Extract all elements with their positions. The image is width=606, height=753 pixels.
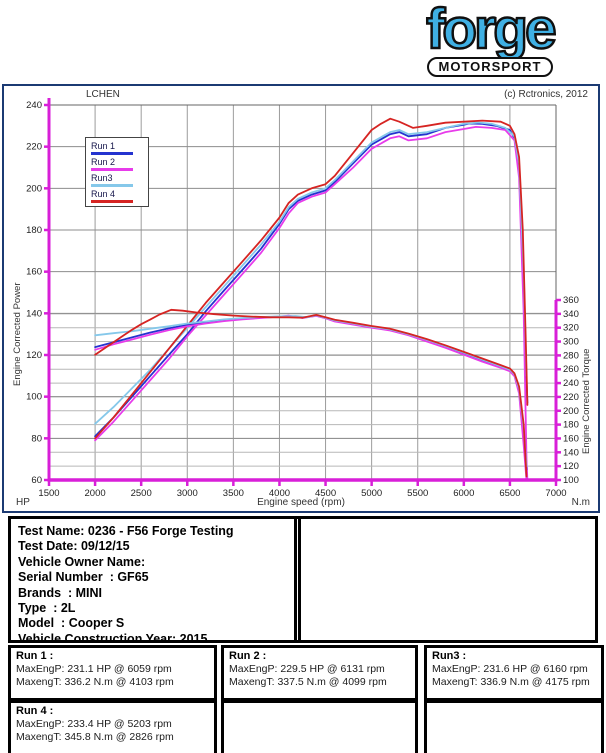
right-axis-tick-label: 240	[563, 378, 579, 389]
x-axis-tick-label: 5500	[407, 488, 428, 499]
run-4-result-box: Run 4 : MaxEngP: 233.4 HP @ 5203 rpm Max…	[8, 700, 217, 753]
right-axis-tick-label: 200	[563, 406, 579, 417]
left-axis-tick-label: 220	[26, 142, 42, 153]
legend-color-bar	[91, 152, 133, 155]
info-test-name: Test Name: 0236 - F56 Forge Testing	[18, 524, 234, 538]
x-axis-tick-label: 4500	[315, 488, 336, 499]
x-axis-tick-label: 1500	[38, 488, 59, 499]
right-axis-tick-label: 220	[563, 392, 579, 403]
dyno-chart-panel: 240 220 200 180 160 140 120 100 80 60 360 340 320 300…	[2, 84, 600, 513]
series-run-2-power	[94, 126, 529, 481]
left-axis-tick-label: 180	[26, 225, 42, 236]
chart-copyright: (c) Rctronics, 2012	[504, 89, 588, 100]
right-axis-tick-label: 160	[563, 433, 579, 444]
run-title: Run 1 :	[16, 650, 54, 662]
right-axis-tick-label: 360	[563, 295, 579, 306]
run-max-power: MaxEngP: 231.6 HP @ 6160 rpm	[432, 663, 588, 675]
chart-legend: Run 1 Run 2 Run3 Run 4	[85, 137, 149, 207]
right-axis-tick-label: 180	[563, 420, 579, 431]
x-axis-tick-label: 6000	[453, 488, 474, 499]
dyno-chart: 240 220 200 180 160 140 120 100 80 60 360 340 320 300…	[26, 98, 579, 499]
right-axis-tick-label: 100	[563, 475, 579, 486]
run-3-result-box: Run3 : MaxEngP: 231.6 HP @ 6160 rpm Maxe…	[424, 645, 604, 701]
empty-run-box-2	[424, 700, 604, 753]
run-max-torque: MaxengT: 336.9 N.m @ 4175 rpm	[432, 676, 590, 688]
x-axis-tick-label: 3500	[223, 488, 244, 499]
series-run-1-torque	[94, 314, 528, 471]
run-1-result-box: Run 1 : MaxEngP: 231.1 HP @ 6059 rpm Max…	[8, 645, 217, 701]
run-max-power: MaxEngP: 229.5 HP @ 6131 rpm	[229, 663, 385, 675]
left-axis-tick-label: 160	[26, 267, 42, 278]
legend-label: Run 1	[91, 141, 116, 151]
info-type: Type : 2L	[18, 601, 76, 616]
series-run3-power	[94, 121, 528, 425]
left-axis-tick-label: 200	[26, 183, 42, 194]
left-axis-tick-label: 100	[26, 392, 42, 403]
run-title: Run 4 :	[16, 705, 54, 717]
right-axis-tick-label: 280	[563, 350, 579, 361]
logo-word: forge	[425, 0, 558, 61]
right-axis-tick-label: 260	[563, 364, 579, 375]
info-test-date: Test Date: 09/12/15	[18, 539, 130, 554]
info-owner-name: Vehicle Owner Name:	[18, 554, 146, 569]
forge-motorsport-logo: forge MOTORSPORT	[380, 0, 600, 80]
run-max-torque: MaxengT: 336.2 N.m @ 4103 rpm	[16, 676, 174, 688]
x-axis-tick-label: 2500	[131, 488, 152, 499]
left-axis-unit: HP	[16, 497, 30, 508]
test-info-box: Test Name: 0236 - F56 Forge Testing Test…	[8, 516, 301, 646]
right-axis-tick-label: 120	[563, 461, 579, 472]
legend-item-run-1: Run 1	[91, 141, 143, 155]
left-axis-tick-label: 120	[26, 350, 42, 361]
run-max-power: MaxEngP: 233.4 HP @ 5203 rpm	[16, 718, 172, 730]
series-run-2-torque	[94, 314, 528, 481]
left-axis-tick-label: 60	[31, 475, 42, 486]
x-axis-tick-label: 5000	[361, 488, 382, 499]
legend-label: Run 2	[91, 157, 116, 167]
info-construction-year: Vehicle Construction Year: 2015	[18, 631, 208, 646]
legend-item-run-4: Run 4	[91, 189, 143, 203]
x-axis-tick-label: 6500	[499, 488, 520, 499]
left-axis-tick-label: 140	[26, 308, 42, 319]
legend-color-bar	[91, 184, 133, 187]
series-run-4-torque	[94, 308, 528, 478]
chart-watermark: LCHEN	[86, 89, 120, 100]
right-axis-tick-label: 340	[563, 309, 579, 320]
empty-run-box-1	[221, 700, 418, 753]
run-2-result-box: Run 2 : MaxEngP: 229.5 HP @ 6131 rpm Max…	[221, 645, 418, 701]
run-title: Run3 :	[432, 650, 467, 662]
legend-item-run-3: Run3	[91, 173, 143, 187]
right-axis-tick-label: 300	[563, 337, 579, 348]
legend-color-bar	[91, 200, 133, 203]
left-axis-title: Engine Corrected Power	[12, 282, 23, 387]
run-title: Run 2 :	[229, 650, 267, 662]
right-axis-unit: N.m	[571, 497, 590, 508]
series-run-1-power	[94, 122, 529, 438]
left-axis-tick-label: 80	[31, 433, 42, 444]
x-axis-tick-label: 3000	[177, 488, 198, 499]
right-axis-tick-label: 320	[563, 323, 579, 334]
legend-label: Run 4	[91, 189, 116, 199]
legend-item-run-2: Run 2	[91, 157, 143, 171]
run-max-torque: MaxengT: 345.8 N.m @ 2826 rpm	[16, 731, 174, 743]
info-serial-number: Serial Number : GF65	[18, 570, 149, 585]
series-run3-torque	[94, 314, 528, 468]
right-axis-tick-label: 140	[563, 447, 579, 458]
x-axis-tick-label: 7000	[545, 488, 566, 499]
legend-label: Run3	[91, 173, 113, 183]
x-axis-title: Engine speed (rpm)	[257, 497, 345, 508]
series-run-4-power	[94, 117, 529, 440]
run-max-power: MaxEngP: 231.1 HP @ 6059 rpm	[16, 663, 172, 675]
logo-motorsport-pill: MOTORSPORT	[426, 57, 554, 77]
x-axis-tick-label: 2000	[85, 488, 106, 499]
info-model: Model : Cooper S	[18, 616, 125, 631]
right-axis-title: Engine Corrected Torque	[581, 348, 592, 454]
left-axis-tick-label: 240	[26, 100, 42, 111]
info-brand: Brands : MINI	[18, 585, 103, 600]
legend-color-bar	[91, 168, 133, 171]
empty-notes-box	[294, 516, 598, 643]
x-axis-tick-label: 4000	[269, 488, 290, 499]
run-max-torque: MaxengT: 337.5 N.m @ 4099 rpm	[229, 676, 387, 688]
